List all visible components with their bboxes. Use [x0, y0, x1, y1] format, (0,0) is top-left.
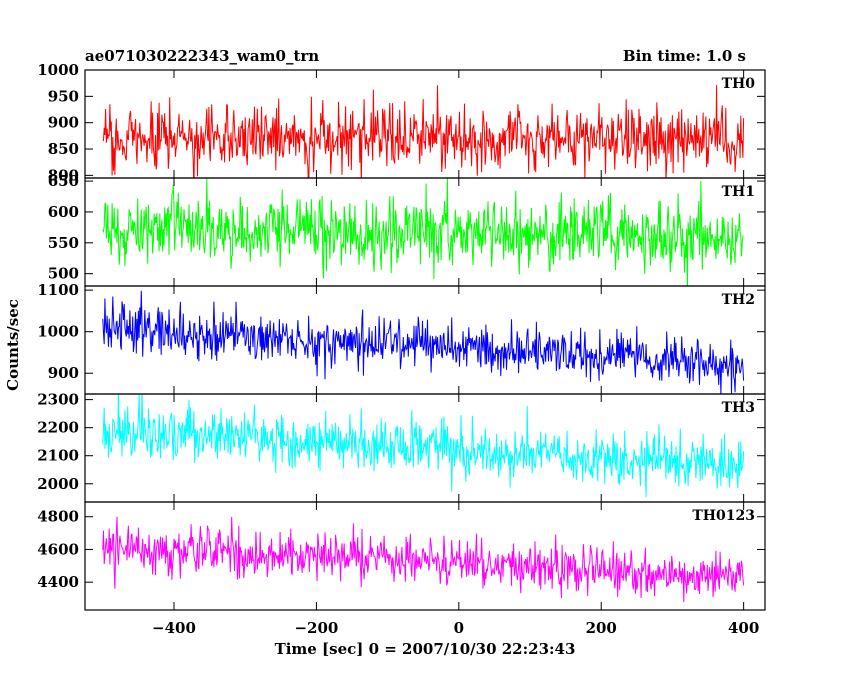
panel-th2: 900 1000 1100 TH2: [37, 281, 766, 395]
bin-time-label: Bin time: 1.0 s: [623, 47, 746, 65]
y-tick-label: 2200: [37, 419, 79, 437]
series-line-th0: [102, 84, 745, 178]
y-tick-label: 4400: [37, 573, 79, 591]
panel-frame: [84, 69, 766, 179]
series-line-th3: [102, 394, 745, 498]
y-tick-label: 2300: [37, 391, 79, 409]
y-tick-label: 850: [48, 140, 79, 158]
series-line-th1: [102, 178, 744, 286]
panel-th3: 2000 2100 2200 2300 TH3: [37, 391, 766, 503]
panel-label-th0123: TH0123: [692, 508, 755, 524]
x-tick-label: 0: [454, 619, 464, 637]
series-line-th0123: [102, 516, 745, 603]
x-axis-label: Time [sec] 0 = 2007/10/30 22:23:43: [275, 640, 576, 658]
y-tick-label: 4600: [37, 540, 79, 558]
y-tick-label: 2000: [37, 475, 79, 493]
x-tick-label: −400: [152, 619, 196, 637]
panel-frame: [84, 501, 766, 611]
x-tick-labels: −400 −200 0 200 400: [152, 619, 759, 637]
panels-group: 800 850 900 950 1000 TH0 500 550 600 650 TH1 900 100…: [37, 61, 766, 611]
y-tick-label: 1000: [37, 323, 79, 341]
y-tick-label: 1000: [37, 61, 79, 79]
y-tick-label: 950: [48, 87, 79, 105]
y-tick-label: 900: [48, 364, 79, 382]
panel-th1: 500 550 600 650 TH1: [48, 172, 766, 287]
y-tick-label: 500: [48, 265, 79, 283]
x-tick-label: 400: [728, 619, 759, 637]
x-tick-label: 200: [586, 619, 617, 637]
series-line-th2: [102, 290, 745, 394]
panel-label-th0: TH0: [722, 76, 756, 92]
y-tick-label: 1100: [37, 281, 79, 299]
y-tick-label: 650: [48, 172, 79, 190]
y-tick-label: 4800: [37, 508, 79, 526]
panel-label-th3: TH3: [722, 400, 755, 416]
x-tick-label: −200: [294, 619, 338, 637]
panel-label-th2: TH2: [722, 292, 755, 308]
y-axis-label: Counts/sec: [4, 299, 22, 391]
y-tick-label: 900: [48, 114, 79, 132]
panel-label-th1: TH1: [722, 184, 755, 200]
y-tick-label: 550: [48, 234, 79, 252]
panel-th0123: 4400 4600 4800 TH0123: [37, 501, 766, 611]
panel-th0: 800 850 900 950 1000 TH0: [37, 61, 766, 184]
y-tick-label: 800: [48, 166, 79, 184]
y-tick-label: 2100: [37, 447, 79, 465]
y-tick-label: 600: [48, 203, 79, 221]
chart-title: ae071030222343_wam0_trn: [85, 47, 319, 65]
